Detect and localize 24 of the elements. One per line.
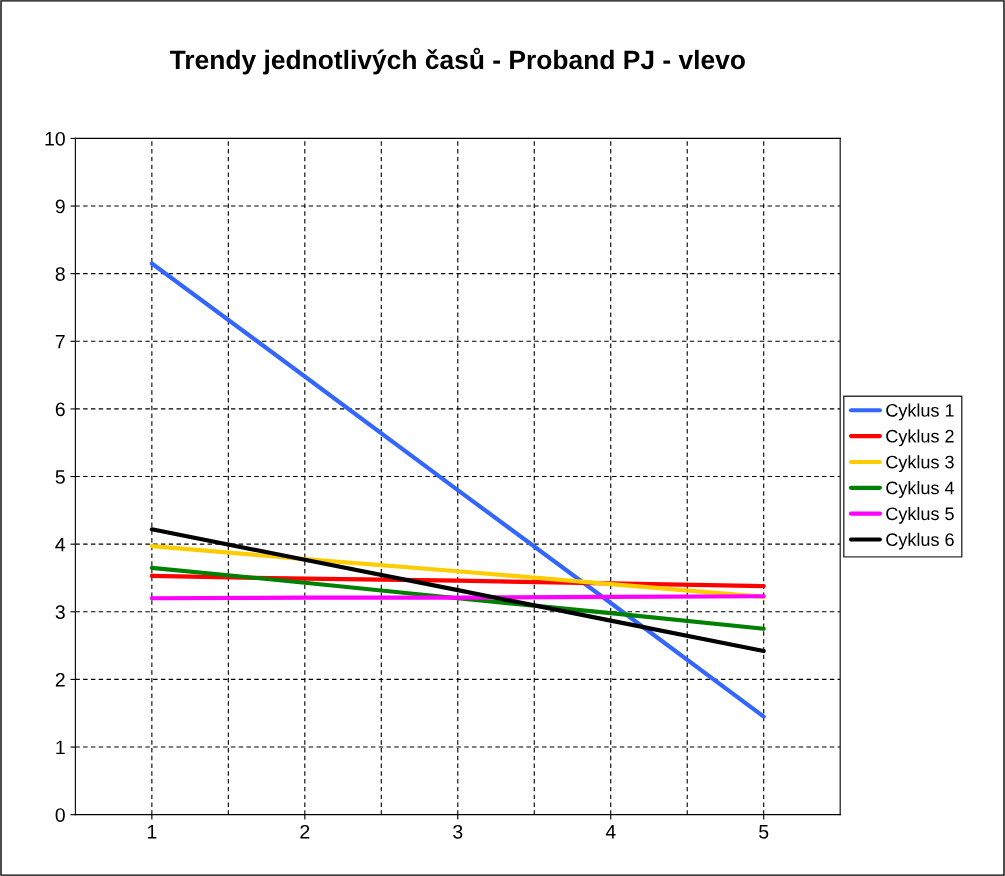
legend-label: Cyklus 6 [886,532,954,550]
legend-label: Cyklus 1 [886,403,954,421]
y-tick-label: 3 [55,605,65,620]
y-tick-label: 7 [55,334,65,349]
y-tick-label: 4 [55,537,66,552]
legend-label: Cyklus 3 [886,455,954,473]
legend-label: Cyklus 5 [886,506,954,524]
y-tick-label: 6 [55,402,65,417]
y-tick-label: 0 [55,808,65,822]
x-tick-label: 2 [300,824,310,839]
line-series [149,261,766,719]
x-tick-label: 4 [605,825,616,839]
x-tick-label: 5 [759,825,769,839]
y-tick-label: 2 [55,672,65,687]
y-tick-label: 9 [55,199,65,214]
x-tick-label: 1 [147,825,157,839]
y-tick-label: 1 [56,740,65,755]
y-tick-label: 5 [55,470,65,484]
x-tick-label: 3 [453,824,463,839]
y-tick-label: 8 [55,267,65,281]
chart-title: Trendy jednotlivých časů - Proband PJ - vlevo [169,47,745,75]
y-tick-label: 10 [45,131,65,146]
legend-label: Cyklus 4 [886,481,955,498]
legend-label: Cyklus 2 [886,429,954,447]
